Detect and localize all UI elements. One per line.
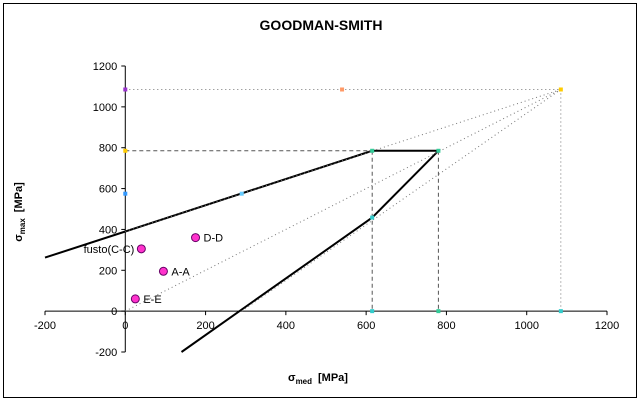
x-axis-subscript: med [296,377,313,386]
reference-marker [370,148,375,153]
y-tick-label: 0 [111,306,117,318]
x-tick-label: 200 [196,320,214,332]
reference-marker [239,191,244,196]
chart-title: GOODMAN-SMITH [260,17,383,33]
y-axis-subscript: max [18,218,27,235]
data-point [191,233,201,243]
reference-marker [558,87,563,92]
point-label: A-A [171,266,190,278]
x-tick-label: 600 [357,320,375,332]
y-tick-label: 1000 [93,102,117,114]
construction-line-dotted [241,89,562,312]
x-tick-label: 400 [277,320,295,332]
construction-line-dotted [125,89,561,232]
goodman-smith-envelope [44,149,441,353]
x-axis-label: σmed [MPa] [288,372,348,386]
point-label: fusto(C-C) [84,244,135,256]
y-tick-label: 400 [99,224,117,236]
reference-marker [558,309,563,314]
y-tick-label: 200 [99,265,117,277]
reference-marker [123,191,128,196]
y-tick-label: -200 [95,347,117,359]
x-axis-symbol: σ [288,372,296,384]
x-tick-label: 1200 [595,320,619,332]
y-axis-unit: [MPa] [13,182,25,212]
reference-marker [436,148,441,153]
x-tick-label: -200 [34,320,56,332]
plot-area: -200 0 200 400 600 800 1000 1200 -200 0 200 400 600 8… [34,61,619,359]
data-point [136,244,146,254]
x-tick-label: 1000 [514,320,538,332]
data-point [130,294,140,304]
reference-marker [370,215,375,220]
point-label: E-E [143,294,161,306]
x-tick-label: 0 [122,320,128,332]
point-label: D-D [204,233,224,245]
y-tick-label: 1200 [93,61,117,73]
y-axis-label: σmax [MPa] [13,182,27,242]
y-tick-label: 600 [99,184,117,196]
y-axis-symbol: σ [13,234,25,242]
reference-marker [123,148,128,153]
reference-marker [436,309,441,314]
construction-line-dotted [125,89,562,312]
reference-marker [370,309,375,314]
y-tick-label: 800 [99,143,117,155]
x-tick-label: 800 [437,320,455,332]
reference-marker [123,87,128,92]
chart-frame [3,3,637,398]
reference-marker [340,87,345,92]
x-axis-unit: [MPa] [318,372,348,384]
data-point [158,266,168,276]
